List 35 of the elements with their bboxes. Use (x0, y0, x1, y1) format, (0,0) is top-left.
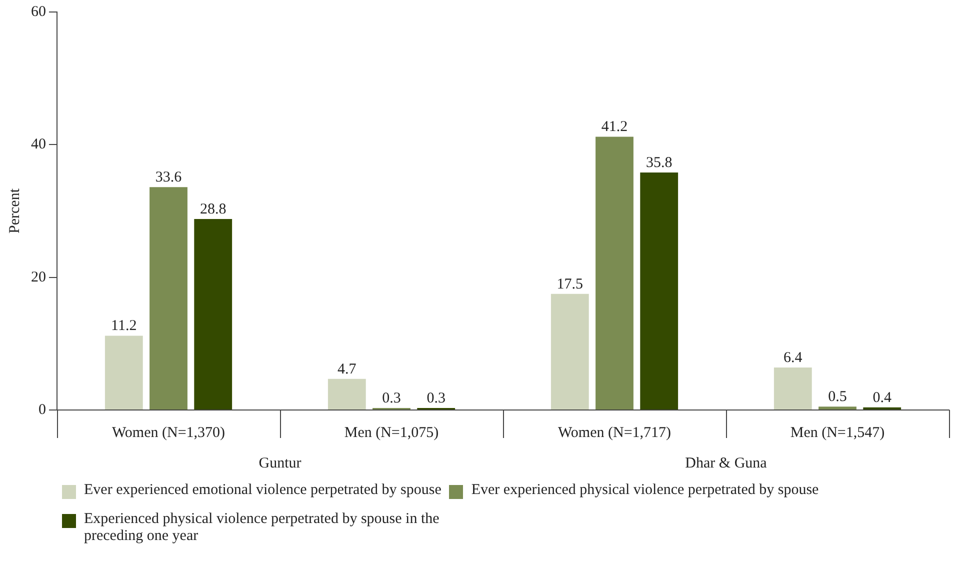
data-label: 0.3 (426, 390, 446, 406)
data-label: 0.5 (828, 389, 847, 406)
data-label: 17.5 (556, 276, 584, 292)
data-label: 28.8 (200, 201, 226, 218)
legend-label: Experienced physical violence perpetrated by spouse in the preceding one year (84, 511, 440, 545)
x-tick-label: Women (N=1,370) (112, 424, 226, 441)
bar (640, 172, 678, 410)
data-label: 35.8 (646, 154, 672, 171)
bar (774, 368, 812, 410)
text: Dhar & Guna (685, 455, 768, 472)
bar (818, 406, 856, 410)
data-label: 0.4 (872, 390, 892, 406)
y-tick-label: 20 (31, 269, 46, 286)
legend-label: Ever experienced physical violence perpetrated by spouse (471, 482, 819, 499)
bar (104, 336, 143, 410)
legend-label: Ever experienced emotional violence perpetrated by spouse (84, 482, 442, 499)
y-tick-label: 60 (31, 4, 46, 20)
x-tick-label: Men (N=1,547) (790, 424, 885, 441)
data-label: 4.7 (338, 361, 357, 378)
bar (194, 218, 232, 410)
bar (550, 294, 589, 410)
x-tick-label: Women (N=1,717) (558, 424, 672, 441)
bar (328, 378, 366, 410)
y-tick-label: 0 (38, 402, 46, 418)
data-label: 41.2 (601, 119, 628, 136)
bar (150, 187, 188, 410)
y-tick-label: 40 (31, 136, 46, 153)
text: Guntur (258, 455, 302, 472)
data-label: 11.2 (111, 318, 137, 334)
y-axis-title: Percent (6, 188, 23, 234)
data-label: 33.6 (155, 170, 182, 186)
bar (596, 136, 634, 410)
x-tick-label: Men (N=1,075) (344, 424, 439, 441)
data-label: 0.3 (382, 390, 401, 406)
data-label: 6.4 (784, 350, 803, 366)
